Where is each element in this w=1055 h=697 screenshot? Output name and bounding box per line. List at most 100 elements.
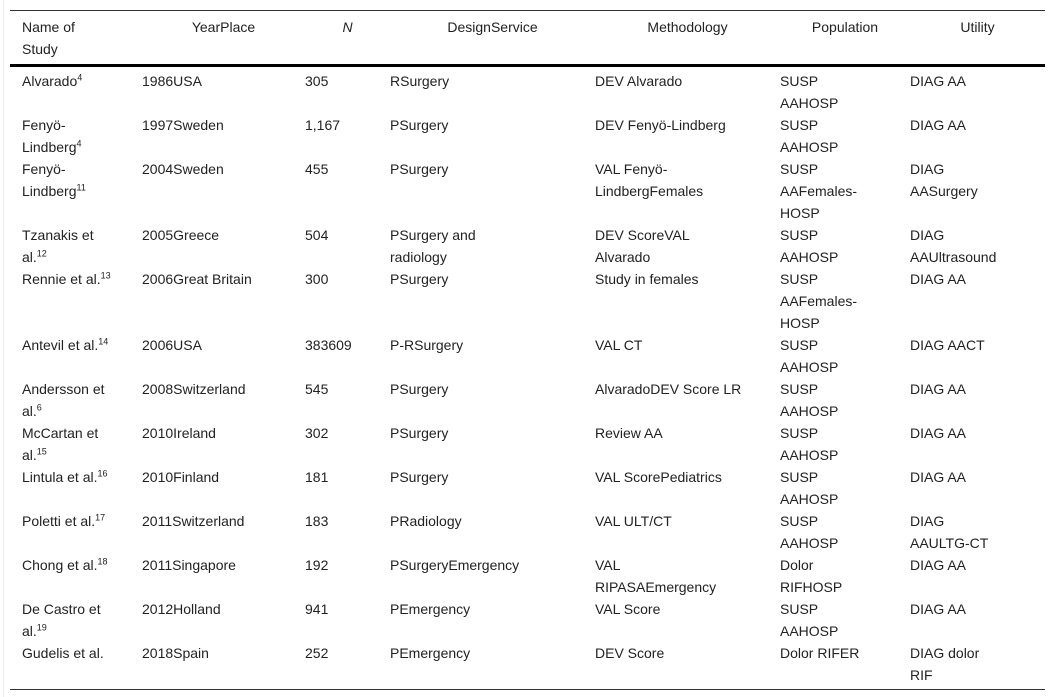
cell-year-place: 2011Switzerland <box>142 513 245 529</box>
cell-design-service: PSurgeryEmergency <box>390 557 520 573</box>
reference-superscript: 17 <box>95 512 106 523</box>
cell-methodology: VAL ULT/CT <box>595 513 672 529</box>
cell-methodology: Review AA <box>595 425 663 441</box>
study-name: Fenyö-Lindberg <box>22 117 77 155</box>
header-utility: Utility <box>960 19 995 35</box>
cell-design-service: PSurgery <box>390 117 449 133</box>
study-name: Antevil et al. <box>22 337 99 353</box>
table-row: Tzanakis et al.12 2005Greece 504 PSurgery a… <box>10 224 1045 268</box>
cell-year-place: 2018Spain <box>142 645 209 661</box>
reference-superscript: 4 <box>76 138 82 149</box>
study-name: Chong et al. <box>22 557 98 573</box>
left-edge-divider <box>3 0 4 697</box>
cell-year-place: 2006USA <box>142 337 202 353</box>
cell-utility: DIAG AA <box>910 557 967 573</box>
cell-methodology: Study in females <box>595 271 699 287</box>
cell-n: 252 <box>305 645 329 661</box>
cell-design-service: PSurgery <box>390 425 449 441</box>
header-design-service: DesignService <box>447 19 538 35</box>
cell-utility: DIAG AAULTG-CT <box>910 513 989 551</box>
header-year-place: YearPlace <box>191 19 256 35</box>
cell-study-name: Rennie et al.13 <box>10 268 142 334</box>
cell-n: 300 <box>305 271 329 287</box>
reference-superscript: 16 <box>97 468 108 479</box>
study-name: Andersson et al. <box>22 381 105 419</box>
study-name: Fenyö-Lindberg <box>22 161 77 199</box>
cell-design-service: PSurgery <box>390 271 449 287</box>
cell-utility: DIAG AA <box>910 73 967 89</box>
header-n: N <box>342 19 353 35</box>
cell-year-place: 2012Holland <box>142 601 221 617</box>
cell-year-place: 2010Ireland <box>142 425 216 441</box>
study-name: McCartan et al. <box>22 425 99 463</box>
cell-study-name: McCartan et al.15 <box>10 422 142 466</box>
cell-n: 545 <box>305 381 329 397</box>
study-name: Rennie et al. <box>22 271 101 287</box>
reference-superscript: 11 <box>76 182 86 193</box>
cell-population: SUSP AAHOSP <box>780 601 839 639</box>
cell-n: 302 <box>305 425 329 441</box>
cell-population: SUSP AAHOSP <box>780 469 839 507</box>
cell-population: SUSP AAHOSP <box>780 381 839 419</box>
cell-design-service: PSurgery <box>390 381 449 397</box>
cell-year-place: 1997Sweden <box>142 117 224 133</box>
cell-methodology: VAL CT <box>595 337 643 353</box>
cell-study-name: Fenyö-Lindberg11 <box>10 158 142 224</box>
reference-superscript: 14 <box>98 336 109 347</box>
cell-study-name: Chong et al.18 <box>10 554 142 598</box>
study-name: Tzanakis et al. <box>22 227 94 265</box>
study-name: Alvarado <box>22 73 78 89</box>
cell-study-name: De Castro et al.19 <box>10 598 142 642</box>
header-name-of-study: Name of Study <box>22 19 75 57</box>
cell-n: 383609 <box>305 337 352 353</box>
cell-n: 181 <box>305 469 329 485</box>
cell-study-name: Lintula et al.16 <box>10 466 142 510</box>
cell-utility: DIAG AAUltrasound <box>910 227 997 265</box>
table-row: Gudelis et al. 2018Spain 252 PEmergency DEV … <box>10 642 1045 690</box>
table-row: Poletti et al.17 2011Switzerland 183 PRadio… <box>10 510 1045 554</box>
cell-year-place: 2005Greece <box>142 227 220 243</box>
table-row: McCartan et al.15 2010Ireland 302 PSurgery R… <box>10 422 1045 466</box>
cell-year-place: 2006Great Britain <box>142 271 252 287</box>
cell-year-place: 1986USA <box>142 73 202 89</box>
reference-superscript: 4 <box>77 72 83 83</box>
study-name: Gudelis et al. <box>22 645 104 661</box>
cell-n: 941 <box>305 601 329 617</box>
cell-population: SUSP AAHOSP <box>780 513 839 551</box>
cell-population: SUSP AAHOSP <box>780 227 839 265</box>
cell-study-name: Alvarado4 <box>10 66 142 115</box>
cell-methodology: AlvaradoDEV Score LR <box>595 381 742 397</box>
reference-superscript: 19 <box>36 622 47 633</box>
table-row: Lintula et al.16 2010Finland 181 PSurgery VA… <box>10 466 1045 510</box>
cell-design-service: P-RSurgery <box>390 337 464 353</box>
study-name: De Castro et al. <box>22 601 101 639</box>
cell-population: SUSP AAHOSP <box>780 425 839 463</box>
header-methodology: Methodology <box>647 19 728 35</box>
cell-population: SUSP AAFemales-HOSP <box>780 271 858 331</box>
cell-design-service: PRadiology <box>390 513 462 529</box>
cell-n: 504 <box>305 227 329 243</box>
cell-methodology: DEV Alvarado <box>595 73 683 89</box>
cell-utility: DIAG AA <box>910 117 967 133</box>
cell-study-name: Andersson et al.6 <box>10 378 142 422</box>
cell-population: SUSP AAHOSP <box>780 337 839 375</box>
cell-design-service: PSurgery <box>390 469 449 485</box>
cell-utility: DIAG dolor RIF <box>910 645 980 683</box>
table-row: De Castro et al.19 2012Holland 941 PEmergen… <box>10 598 1045 642</box>
cell-year-place: 2010Finland <box>142 469 220 485</box>
cell-utility: DIAG AA <box>910 469 967 485</box>
reference-superscript: 18 <box>97 556 108 567</box>
cell-n: 305 <box>305 73 329 89</box>
table-row: Antevil et al.14 2006USA 383609 P-RSurgery V… <box>10 334 1045 378</box>
study-name: Poletti et al. <box>22 513 96 529</box>
table-row: Rennie et al.13 2006Great Britain 300 PSurg… <box>10 268 1045 334</box>
cell-study-name: Poletti et al.17 <box>10 510 142 554</box>
reference-superscript: 15 <box>36 446 47 457</box>
cell-study-name: Gudelis et al. <box>10 642 142 690</box>
cell-methodology: VAL RIPASAEmergency <box>595 557 717 595</box>
cell-methodology: DEV Score <box>595 645 665 661</box>
cell-year-place: 2008Switzerland <box>142 381 246 397</box>
table-row: Fenyö-Lindberg4 1997Sweden 1,167 PSurgery DE… <box>10 114 1045 158</box>
cell-design-service: PSurgery and radiology <box>390 227 476 265</box>
cell-design-service: RSurgery <box>390 73 450 89</box>
